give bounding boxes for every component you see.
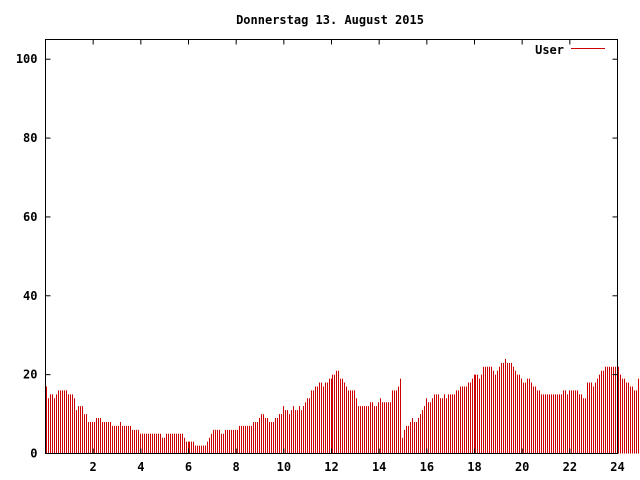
y-tick-label: 100 xyxy=(16,52,38,66)
bars xyxy=(46,358,639,454)
legend: User xyxy=(535,43,605,57)
axis-ticks xyxy=(45,39,618,454)
y-tick-label: 40 xyxy=(23,289,37,303)
y-tick-label: 60 xyxy=(23,210,37,224)
x-tick-label: 14 xyxy=(372,460,386,474)
y-tick-label: 80 xyxy=(23,131,37,145)
y-tick-label: 20 xyxy=(23,368,37,382)
x-tick-label: 18 xyxy=(467,460,481,474)
x-tick-label: 12 xyxy=(324,460,338,474)
chart-title: Donnerstag 13. August 2015 xyxy=(236,13,424,27)
x-tick-label: 4 xyxy=(137,460,144,474)
x-axis-tick-labels: 2 4 6 8 10 12 14 16 18 20 22 24 xyxy=(90,460,625,474)
x-tick-label: 24 xyxy=(610,460,624,474)
x-tick-label: 16 xyxy=(420,460,434,474)
y-axis-tick-labels: 0 20 40 60 80 100 xyxy=(16,52,38,460)
x-tick-label: 8 xyxy=(233,460,240,474)
y-tick-label: 0 xyxy=(30,447,37,461)
x-tick-label: 2 xyxy=(90,460,97,474)
legend-label-user: User xyxy=(535,43,564,57)
x-tick-label: 20 xyxy=(515,460,529,474)
x-tick-label: 22 xyxy=(563,460,577,474)
x-tick-label: 10 xyxy=(277,460,291,474)
x-tick-label: 6 xyxy=(185,460,192,474)
